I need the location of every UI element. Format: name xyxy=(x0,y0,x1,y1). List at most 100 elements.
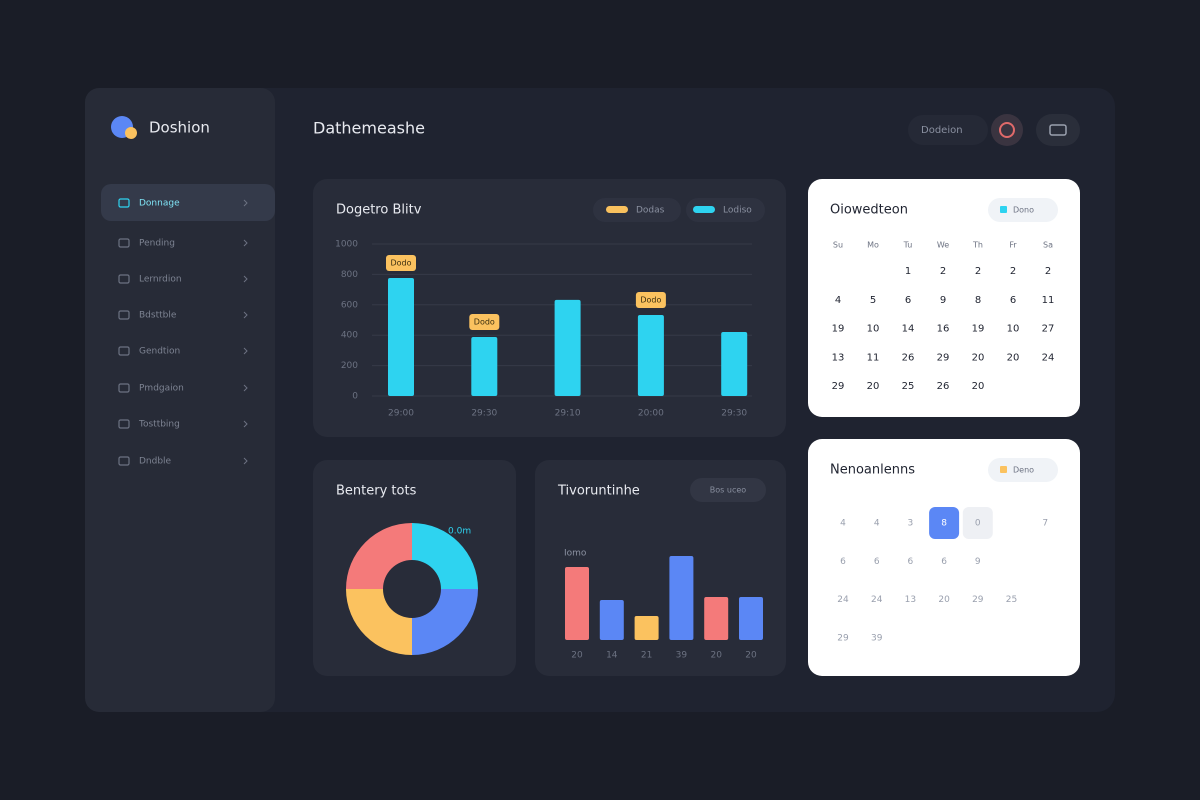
column xyxy=(669,556,694,640)
nav-chevron xyxy=(243,311,248,319)
calendar-day[interactable]: 9 xyxy=(940,295,946,306)
notification-cell[interactable]: 8 xyxy=(941,519,947,529)
calendar-day[interactable]: 8 xyxy=(975,295,981,306)
nav-item[interactable]: Donnage xyxy=(139,199,180,209)
nav-chevron xyxy=(243,457,248,465)
calendar-day[interactable]: 20 xyxy=(1007,352,1020,363)
annotation-bg xyxy=(635,291,666,308)
notification-cell[interactable]: 6 xyxy=(840,557,846,567)
calendar-day[interactable]: 20 xyxy=(867,381,880,392)
calendar-badge-label: Dono xyxy=(1013,206,1034,215)
calendar-day[interactable]: 19 xyxy=(832,324,845,335)
calendar-badge[interactable] xyxy=(988,198,1058,222)
calendar-day[interactable]: 25 xyxy=(902,381,915,392)
calendar-day[interactable]: 6 xyxy=(1010,295,1016,306)
selected-cell xyxy=(929,507,960,539)
calendar-day[interactable]: 2 xyxy=(975,266,981,277)
notification-cell[interactable]: 6 xyxy=(941,557,947,567)
notification-cell[interactable]: 9 xyxy=(975,557,981,567)
calendar-day[interactable]: 5 xyxy=(870,295,876,306)
calendar-day[interactable]: 26 xyxy=(937,381,950,392)
calendar-day[interactable]: 26 xyxy=(902,352,915,363)
calendar-day[interactable]: 24 xyxy=(1042,352,1055,363)
annotation: Dodo xyxy=(640,295,661,304)
nav-icon xyxy=(118,383,130,393)
legend-pill[interactable] xyxy=(686,198,765,222)
notification-cell[interactable]: 4 xyxy=(874,519,880,529)
avatar-icon xyxy=(999,122,1015,138)
x-tick-label: 20:00 xyxy=(638,409,664,419)
notifications-card xyxy=(808,439,1080,676)
nav-chevron xyxy=(243,275,248,283)
calendar-day[interactable]: 13 xyxy=(832,352,845,363)
calendar-day[interactable]: 11 xyxy=(1042,295,1055,306)
nav-item[interactable]: Pmdgaion xyxy=(139,384,184,394)
calendar-day[interactable]: 27 xyxy=(1042,324,1055,335)
calendar-day[interactable]: 6 xyxy=(905,295,911,306)
calendar-day[interactable]: 20 xyxy=(972,352,985,363)
notification-cell[interactable]: 13 xyxy=(905,595,916,605)
nav-item[interactable]: Tosttbing xyxy=(138,420,180,430)
calendar-day[interactable]: 29 xyxy=(937,352,950,363)
menu-button[interactable] xyxy=(1036,114,1080,146)
nav-item[interactable]: Lernrdion xyxy=(139,275,182,285)
calendar-day[interactable]: 10 xyxy=(1007,324,1020,335)
notification-cell[interactable]: 24 xyxy=(871,595,883,605)
column xyxy=(634,616,659,640)
calendar-day[interactable]: 16 xyxy=(937,324,950,335)
column xyxy=(739,597,763,640)
notification-cell[interactable]: 20 xyxy=(938,595,950,605)
notification-cell[interactable]: 6 xyxy=(908,557,914,567)
calendar-day[interactable]: 10 xyxy=(867,324,880,335)
y-tick-label: 600 xyxy=(341,300,358,310)
column-x-label: 14 xyxy=(606,651,618,661)
avatar[interactable] xyxy=(991,114,1023,146)
calendar-day[interactable]: 20 xyxy=(972,381,985,392)
nav-chevron xyxy=(243,239,248,247)
column-button[interactable] xyxy=(690,478,766,502)
nav-item[interactable]: Gendtion xyxy=(139,347,180,357)
notification-cell[interactable]: 29 xyxy=(837,633,849,643)
notification-cell[interactable]: 4 xyxy=(840,519,846,529)
calendar-day[interactable]: 2 xyxy=(940,266,946,277)
notification-cell[interactable]: 24 xyxy=(837,595,849,605)
nav-chevron xyxy=(243,199,248,207)
notifications-badge-label: Deno xyxy=(1013,466,1034,475)
calendar-day[interactable]: 11 xyxy=(867,352,880,363)
column-x-label: 39 xyxy=(676,651,688,661)
nav-active-bg xyxy=(101,184,275,221)
sidebar xyxy=(85,88,275,712)
column-button-label: Bos uceo xyxy=(710,486,746,495)
notification-cell[interactable]: 6 xyxy=(874,557,880,567)
notification-cell[interactable]: 39 xyxy=(871,633,883,643)
nav-icon xyxy=(118,346,130,356)
calendar-day[interactable]: 2 xyxy=(1010,266,1016,277)
notifications-title: Nenoanlenns xyxy=(830,463,915,478)
calendar-day[interactable]: 4 xyxy=(835,295,841,306)
nav-item[interactable]: Bdsttble xyxy=(139,311,177,321)
calendar-day[interactable]: 2 xyxy=(1045,266,1051,277)
search-box[interactable] xyxy=(908,115,988,145)
notification-cell[interactable]: 0 xyxy=(975,519,981,529)
calendar-badge-icon xyxy=(1000,206,1007,213)
nav-item[interactable]: Dndble xyxy=(139,457,172,467)
notifications-badge-icon xyxy=(1000,466,1007,473)
calendar-day[interactable]: 19 xyxy=(972,324,985,335)
notifications-badge[interactable] xyxy=(988,458,1058,482)
nav-icon xyxy=(118,310,130,320)
notification-cell[interactable]: 3 xyxy=(908,519,914,529)
nav-item[interactable]: Pending xyxy=(139,239,175,249)
x-tick-label: 29:30 xyxy=(721,409,747,419)
legend-pill[interactable] xyxy=(593,198,681,222)
notification-cell[interactable]: 29 xyxy=(972,595,984,605)
notification-cell[interactable]: 7 xyxy=(1042,519,1048,529)
column-label: Iomo xyxy=(564,549,587,559)
weekday: Sa xyxy=(1043,241,1053,250)
bar xyxy=(388,278,414,396)
calendar-day[interactable]: 14 xyxy=(902,324,915,335)
notification-cell[interactable]: 25 xyxy=(1006,595,1017,605)
donut-segment xyxy=(412,523,478,589)
calendar-day[interactable]: 29 xyxy=(832,381,845,392)
calendar-day[interactable]: 1 xyxy=(905,266,911,277)
